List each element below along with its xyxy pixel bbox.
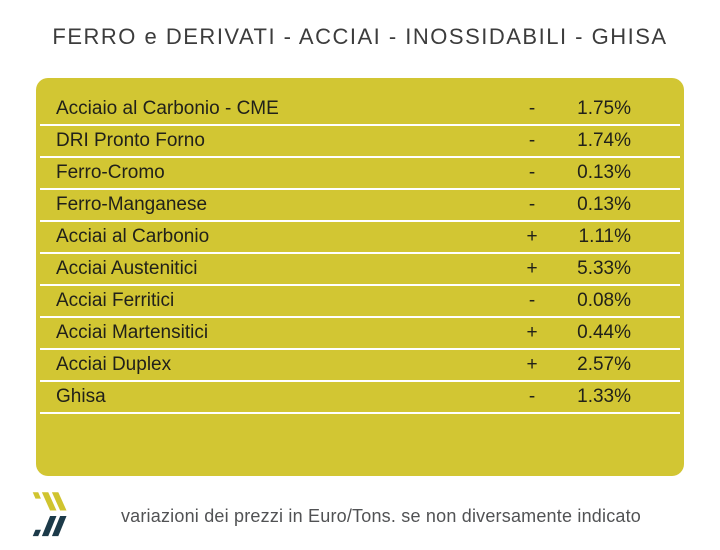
brand-logo-icon bbox=[32, 492, 67, 537]
footer-note: variazioni dei prezzi in Euro/Tons. se n… bbox=[120, 505, 642, 526]
table-row: Acciai al Carbonio + 1.11% bbox=[40, 222, 680, 254]
row-value: 1.11% bbox=[578, 226, 631, 247]
row-sign: - bbox=[528, 162, 536, 183]
row-value: 0.13% bbox=[577, 194, 631, 215]
row-sign: + bbox=[526, 258, 538, 279]
table-row: Ferro-Manganese - 0.13% bbox=[40, 190, 680, 222]
table-row: Acciai Martensitici + 0.44% bbox=[40, 318, 680, 350]
row-sign: + bbox=[526, 354, 538, 375]
row-value: 0.44% bbox=[577, 322, 631, 343]
row-label: DRI Pronto Forno bbox=[56, 130, 205, 151]
row-label: Ferro-Cromo bbox=[56, 162, 165, 183]
row-label: Acciaio al Carbonio - CME bbox=[56, 98, 279, 119]
row-value: 1.74% bbox=[577, 130, 631, 151]
row-label: Acciai Ferritici bbox=[56, 290, 175, 311]
table-row: Acciai Ferritici - 0.08% bbox=[40, 286, 680, 318]
row-sign: - bbox=[528, 194, 536, 215]
row-value: 1.33% bbox=[577, 386, 631, 407]
price-table: Acciaio al Carbonio - CME - 1.75% DRI Pr… bbox=[36, 78, 684, 476]
row-sign: + bbox=[526, 226, 538, 247]
row-value: 0.08% bbox=[577, 290, 631, 311]
table-row: Acciai Duplex + 2.57% bbox=[40, 350, 680, 382]
row-value: 5.33% bbox=[577, 258, 631, 279]
row-value: 1.75% bbox=[577, 98, 631, 119]
row-sign: - bbox=[528, 98, 536, 119]
table-row: Ghisa - 1.33% bbox=[40, 382, 680, 414]
row-sign: - bbox=[528, 386, 536, 407]
table-row: Acciai Austenitici + 5.33% bbox=[40, 254, 680, 286]
row-sign: + bbox=[526, 322, 538, 343]
row-label: Acciai al Carbonio bbox=[56, 226, 210, 247]
row-sign: - bbox=[528, 130, 536, 151]
table-row: Acciaio al Carbonio - CME - 1.75% bbox=[40, 94, 680, 126]
row-value: 0.13% bbox=[577, 162, 631, 183]
row-label: Ghisa bbox=[56, 386, 106, 407]
row-label: Acciai Austenitici bbox=[56, 258, 198, 279]
row-label: Acciai Duplex bbox=[56, 354, 172, 375]
row-sign: - bbox=[528, 290, 536, 311]
page-title: FERRO e DERIVATI - ACCIAI - INOSSIDABILI… bbox=[52, 24, 668, 49]
table-row: DRI Pronto Forno - 1.74% bbox=[40, 126, 680, 158]
table-row: Ferro-Cromo - 0.13% bbox=[40, 158, 680, 190]
row-value: 2.57% bbox=[577, 354, 631, 375]
row-label: Ferro-Manganese bbox=[56, 194, 208, 215]
row-label: Acciai Martensitici bbox=[56, 322, 209, 343]
footer: variazioni dei prezzi in Euro/Tons. se n… bbox=[30, 490, 690, 542]
